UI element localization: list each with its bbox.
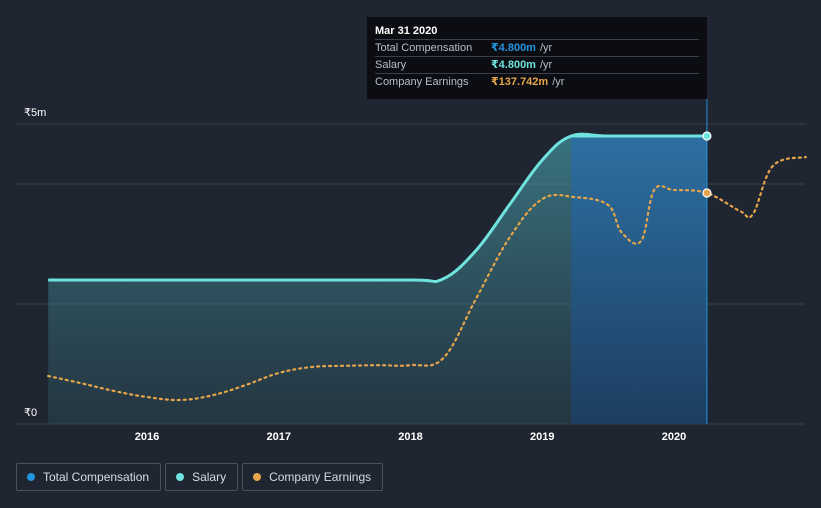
- tooltip-row-company-earnings: Company Earnings ₹137.742m /yr: [375, 74, 699, 90]
- earnings-marker: [702, 188, 712, 198]
- legend-label: Company Earnings: [269, 470, 372, 484]
- x-tick-label: 2020: [662, 431, 686, 443]
- tooltip-unit: /yr: [552, 76, 565, 88]
- tooltip-value: ₹4.800m: [491, 42, 536, 54]
- legend-dot-icon: [27, 473, 35, 481]
- legend-item-total-compensation[interactable]: Total Compensation: [16, 463, 162, 491]
- tooltip-value: ₹137.742m: [491, 76, 549, 88]
- chart-tooltip: Mar 31 2020 Total Compensation ₹4.800m /…: [367, 17, 707, 99]
- chart-legend: Total Compensation Salary Company Earnin…: [16, 463, 384, 491]
- legend-dot-icon: [253, 473, 262, 481]
- legend-label: Salary: [192, 470, 227, 484]
- tooltip-unit: /yr: [539, 59, 553, 71]
- tooltip-label: Total Compensation: [375, 42, 473, 54]
- legend-item-salary[interactable]: Salary: [165, 463, 239, 491]
- x-tick-label: 2016: [135, 431, 159, 443]
- total-compensation-area: [571, 136, 707, 424]
- salary-area: [48, 134, 707, 425]
- tooltip-label: Company Earnings: [375, 76, 469, 88]
- tooltip-date: Mar 31 2020: [375, 23, 699, 40]
- tooltip-row-total-compensation: Total Compensation ₹4.800m /yr: [375, 40, 699, 57]
- y-label-top: ₹5m: [24, 107, 46, 119]
- legend-label: Total Compensation: [43, 470, 150, 484]
- y-label-bottom: ₹0: [24, 407, 37, 419]
- tooltip-value: ₹4.800m: [491, 59, 536, 71]
- legend-item-company-earnings[interactable]: Company Earnings: [242, 463, 384, 491]
- tooltip-label: Salary: [375, 59, 407, 71]
- salary-marker: [702, 131, 712, 141]
- x-tick-label: 2017: [267, 431, 291, 443]
- company-earnings-line: [47, 155, 807, 402]
- tooltip-row-salary: Salary ₹4.800m /yr: [375, 57, 699, 74]
- x-tick-label: 2019: [530, 431, 554, 443]
- legend-dot-icon: [176, 473, 185, 481]
- x-tick-label: 2018: [398, 431, 422, 443]
- tooltip-unit: /yr: [539, 42, 553, 54]
